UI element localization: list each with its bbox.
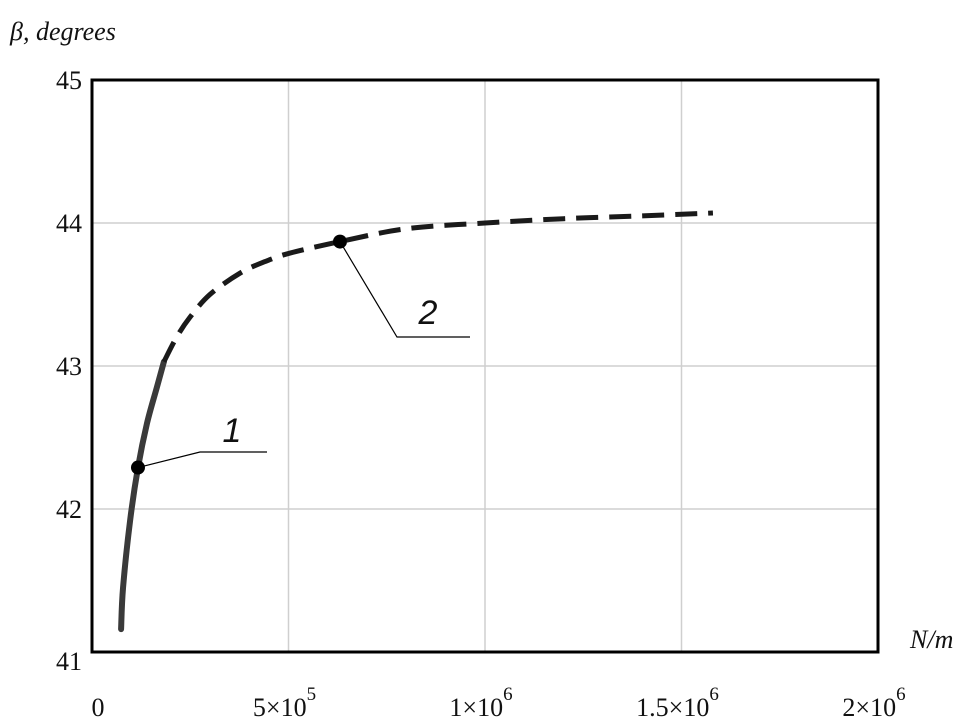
x-tick-mantissa: 0 xyxy=(92,693,105,722)
y-tick-label: 43 xyxy=(56,352,82,381)
y-tick-label: 45 xyxy=(56,66,82,95)
annotation-label: 1 xyxy=(223,412,242,450)
series-group xyxy=(118,210,714,633)
annotation-leader-line xyxy=(137,451,267,469)
x-axis-label: N/m xyxy=(909,625,953,654)
x-tick-label: 1×106 xyxy=(449,684,512,722)
annotation-leader-line xyxy=(339,241,470,338)
series-line-solid xyxy=(118,358,167,633)
x-tick-mantissa: 1.5×10 xyxy=(636,693,709,722)
y-tick-label: 42 xyxy=(56,495,82,524)
grid xyxy=(92,80,878,652)
x-tick-label: 5×105 xyxy=(253,684,316,722)
x-tick-labels: 0 5×105 1×106 1.5×106 2×106 xyxy=(92,684,906,722)
annotation-point-marker xyxy=(130,460,145,475)
annotations: 12 xyxy=(130,234,470,475)
x-tick-label: 2×106 xyxy=(842,684,905,722)
x-tick-exponent: 6 xyxy=(503,684,513,705)
y-tick-labels: 41 42 43 44 45 xyxy=(56,66,82,676)
x-tick-mantissa: 2×10 xyxy=(842,693,896,722)
annotation-label: 2 xyxy=(418,294,438,332)
series-line-dashed xyxy=(161,210,714,363)
x-tick-exponent: 6 xyxy=(709,684,719,705)
x-tick-mantissa: 5×10 xyxy=(253,693,307,722)
y-tick-label: 44 xyxy=(56,209,82,238)
y-tick-label: 41 xyxy=(56,647,82,676)
x-tick-exponent: 5 xyxy=(307,684,317,705)
x-tick-label: 1.5×106 xyxy=(636,684,719,722)
annotation-point-marker xyxy=(332,234,347,249)
plot-frame xyxy=(90,78,880,654)
x-tick-mantissa: 1×10 xyxy=(449,693,503,722)
x-tick-label: 0 xyxy=(92,693,105,722)
y-axis-label: β, degrees xyxy=(9,17,116,46)
x-tick-exponent: 6 xyxy=(896,684,906,705)
